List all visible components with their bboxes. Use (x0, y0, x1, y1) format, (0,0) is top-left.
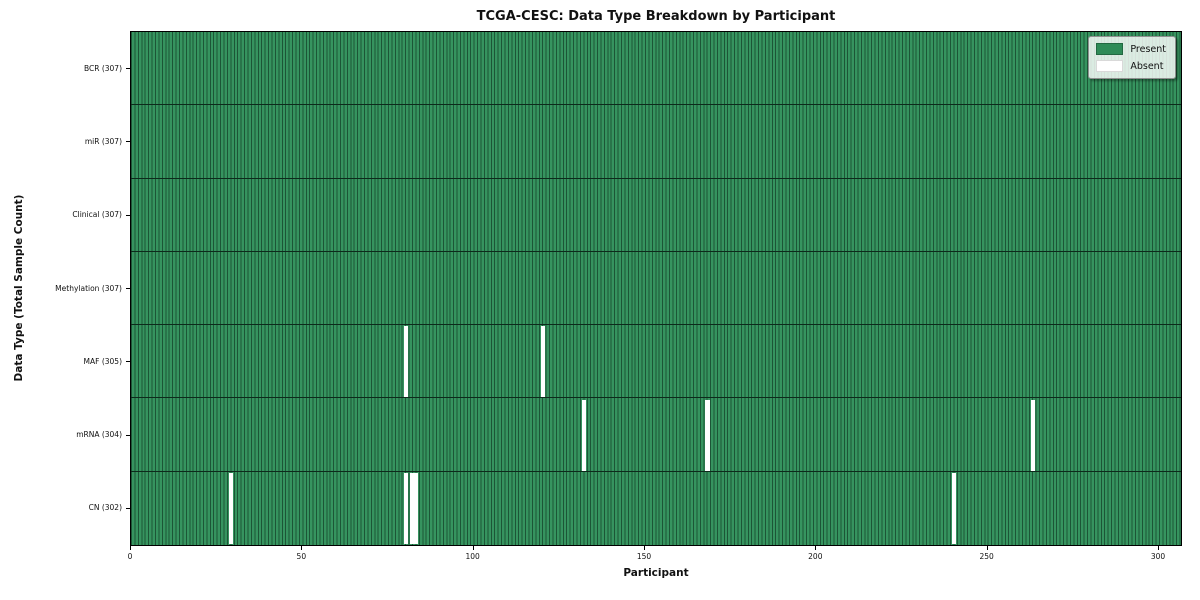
x-tick-mark (815, 546, 817, 550)
absent-cell-cn-29 (228, 472, 234, 544)
y-tick-mark (126, 361, 130, 363)
row-band-maf (131, 325, 1181, 399)
row-label-maf: MAF (305) (83, 356, 122, 366)
legend-swatch-absent-icon (1096, 60, 1124, 72)
x-tick-label-0: 0 (127, 552, 133, 561)
absent-cell-maf-80 (403, 326, 409, 398)
plot-area: Present Absent (130, 31, 1182, 546)
row-band-clinical (131, 179, 1181, 252)
row-label-bcr: BCR (307) (83, 63, 122, 73)
x-tick-label-300: 300 (1150, 552, 1166, 561)
x-tick-mark (1158, 546, 1159, 550)
absent-cell-mrna-132 (581, 399, 587, 471)
row-bands (131, 32, 1181, 545)
y-tick-mark (126, 68, 130, 70)
y-tick-mark (126, 214, 130, 216)
x-tick-mark (130, 546, 131, 550)
row-band-mrna (131, 398, 1181, 472)
row-band-mir (131, 105, 1181, 179)
absent-cell-mrna-263 (1030, 399, 1036, 471)
x-tick-label-200: 200 (808, 552, 823, 561)
x-tick-label-150: 150 (636, 552, 652, 561)
row-band-bcr (131, 32, 1181, 106)
x-tick-mark (644, 546, 645, 550)
legend-item-present: Present (1096, 43, 1166, 55)
row-band-cn (131, 472, 1181, 545)
y-tick-mark (126, 507, 130, 509)
x-tick-mark (472, 546, 474, 550)
legend-swatch-present-icon (1096, 43, 1124, 55)
row-band-methylation (131, 252, 1181, 326)
absent-cell-maf-120 (540, 326, 546, 398)
x-tick-mark (301, 546, 303, 550)
row-label-mrna: mRNA (304) (76, 430, 122, 440)
y-tick-mark (126, 141, 130, 143)
legend-label-absent: Absent (1130, 60, 1164, 72)
absent-cell-cn-240 (951, 472, 957, 544)
legend-label-present: Present (1130, 43, 1166, 55)
x-tick-mark (986, 546, 988, 550)
row-label-clinical: Clinical (307) (72, 210, 122, 220)
absent-cell-cn-82-83 (410, 472, 419, 544)
absent-cell-cn-80 (403, 472, 409, 544)
legend: Present Absent (1088, 36, 1176, 79)
chart-title: TCGA-CESC: Data Type Breakdown by Partic… (476, 9, 836, 24)
y-tick-mark (126, 288, 130, 289)
y-tick-mark (126, 434, 130, 436)
row-label-cn: CN (302) (88, 503, 122, 513)
x-tick-label-100: 100 (465, 552, 480, 561)
legend-item-absent: Absent (1096, 60, 1166, 72)
row-label-mir: miR (307) (84, 136, 122, 146)
x-axis-label: Participant (623, 567, 689, 579)
x-tick-label-250: 250 (979, 552, 994, 561)
x-tick-label-50: 50 (296, 552, 307, 561)
absent-cell-mrna-168 (705, 399, 710, 471)
row-label-methylation: Methylation (307) (55, 283, 122, 293)
